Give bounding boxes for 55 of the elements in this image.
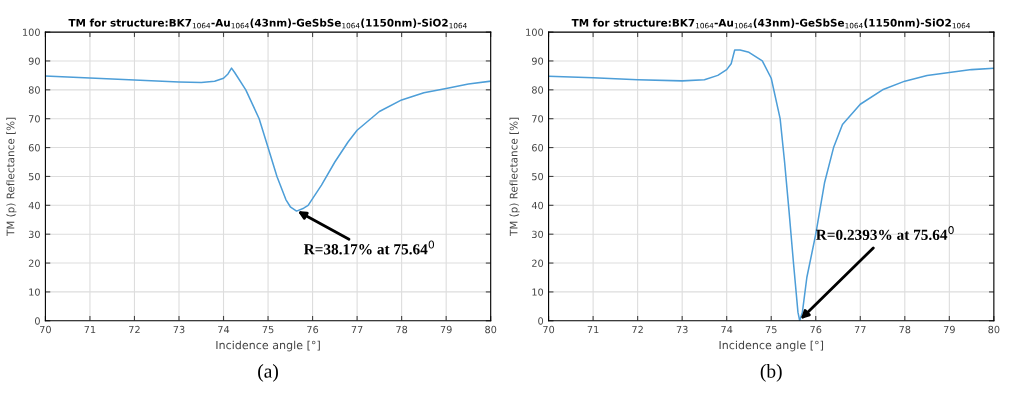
y-tick-label: 0 (538, 317, 544, 325)
annotation: R=38.17% at 75.64$^{0}$ (303, 240, 435, 255)
y-tick-label: 90 (531, 57, 544, 65)
y-tick-label: 100 (23, 28, 40, 36)
x-tick-label: 77 (854, 325, 866, 334)
x-tick-label: 79 (943, 325, 955, 334)
y-tick-label: 10 (29, 288, 40, 296)
x-tick-label: 79 (440, 325, 452, 334)
x-tick-label: 70 (40, 325, 51, 334)
x-tick-label: 72 (632, 325, 643, 334)
y-tick-label: 60 (28, 144, 40, 152)
line-series (45, 67, 491, 212)
y-tick-label: 60 (532, 144, 544, 152)
y-tick-label: 30 (532, 230, 544, 239)
x-tick-label: 71 (587, 325, 599, 334)
y-tick-label: 50 (532, 172, 544, 181)
chart-title: TM for structure:BK7$_{1064}$-Au$_{1064}$(43nm)-GeSbSe$_{1064}$(1150nm)-SiO2$_{1064}$ (68, 18, 467, 29)
x-tick-label: 74 (721, 325, 733, 334)
x-tick-label: 78 (396, 325, 408, 334)
x-tick-label: 76 (307, 325, 319, 334)
y-tick-label: 100 (526, 28, 544, 36)
y-axis-title: TM (p) Reflectance [%] (509, 117, 520, 237)
x-tick-label: 75 (262, 325, 274, 334)
y-axis-title: TM (p) Reflectance [%] (6, 117, 17, 237)
y-tick-label: 80 (532, 86, 544, 94)
x-tick-label: 78 (899, 325, 911, 334)
x-tick-label: 72 (129, 325, 140, 334)
x-axis-title: Incidence angle [°] (216, 340, 320, 352)
text: (b) (760, 364, 782, 382)
y-tick-label: 40 (531, 201, 544, 210)
x-tick-label: 70 (543, 325, 555, 334)
x-tick-label: 80 (485, 325, 497, 334)
annotation: R=0.2393% at 75.64$^{0}$ (816, 226, 954, 241)
x-tick-label: 80 (988, 325, 1000, 334)
x-tick-label: 71 (84, 325, 96, 334)
text: (a) (258, 364, 278, 382)
x-tick-label: 73 (173, 325, 185, 334)
y-tick-label: 10 (532, 288, 544, 296)
y-tick-label: 40 (28, 201, 40, 210)
x-axis-title: Incidence angle [°] (719, 340, 824, 352)
x-tick-label: 74 (218, 325, 230, 334)
y-tick-label: 50 (28, 172, 40, 181)
y-tick-label: 20 (532, 259, 544, 267)
y-tick-label: 90 (28, 57, 40, 65)
y-tick-label: 80 (28, 86, 40, 94)
y-tick-label: 0 (35, 317, 40, 325)
y-tick-label: 20 (28, 259, 40, 267)
y-tick-label: 70 (28, 115, 40, 123)
y-tick-label: 30 (28, 230, 40, 239)
x-tick-label: 76 (810, 325, 822, 334)
y-tick-label: 70 (532, 115, 544, 123)
chart-title: TM for structure:BK7$_{1064}$-Au$_{1064}$(43nm)-GeSbSe$_{1064}$(1150nm)-SiO2$_{1064}$ (571, 18, 971, 29)
x-tick-label: 77 (351, 325, 363, 334)
x-tick-label: 73 (676, 325, 688, 334)
x-tick-label: 75 (765, 325, 777, 334)
